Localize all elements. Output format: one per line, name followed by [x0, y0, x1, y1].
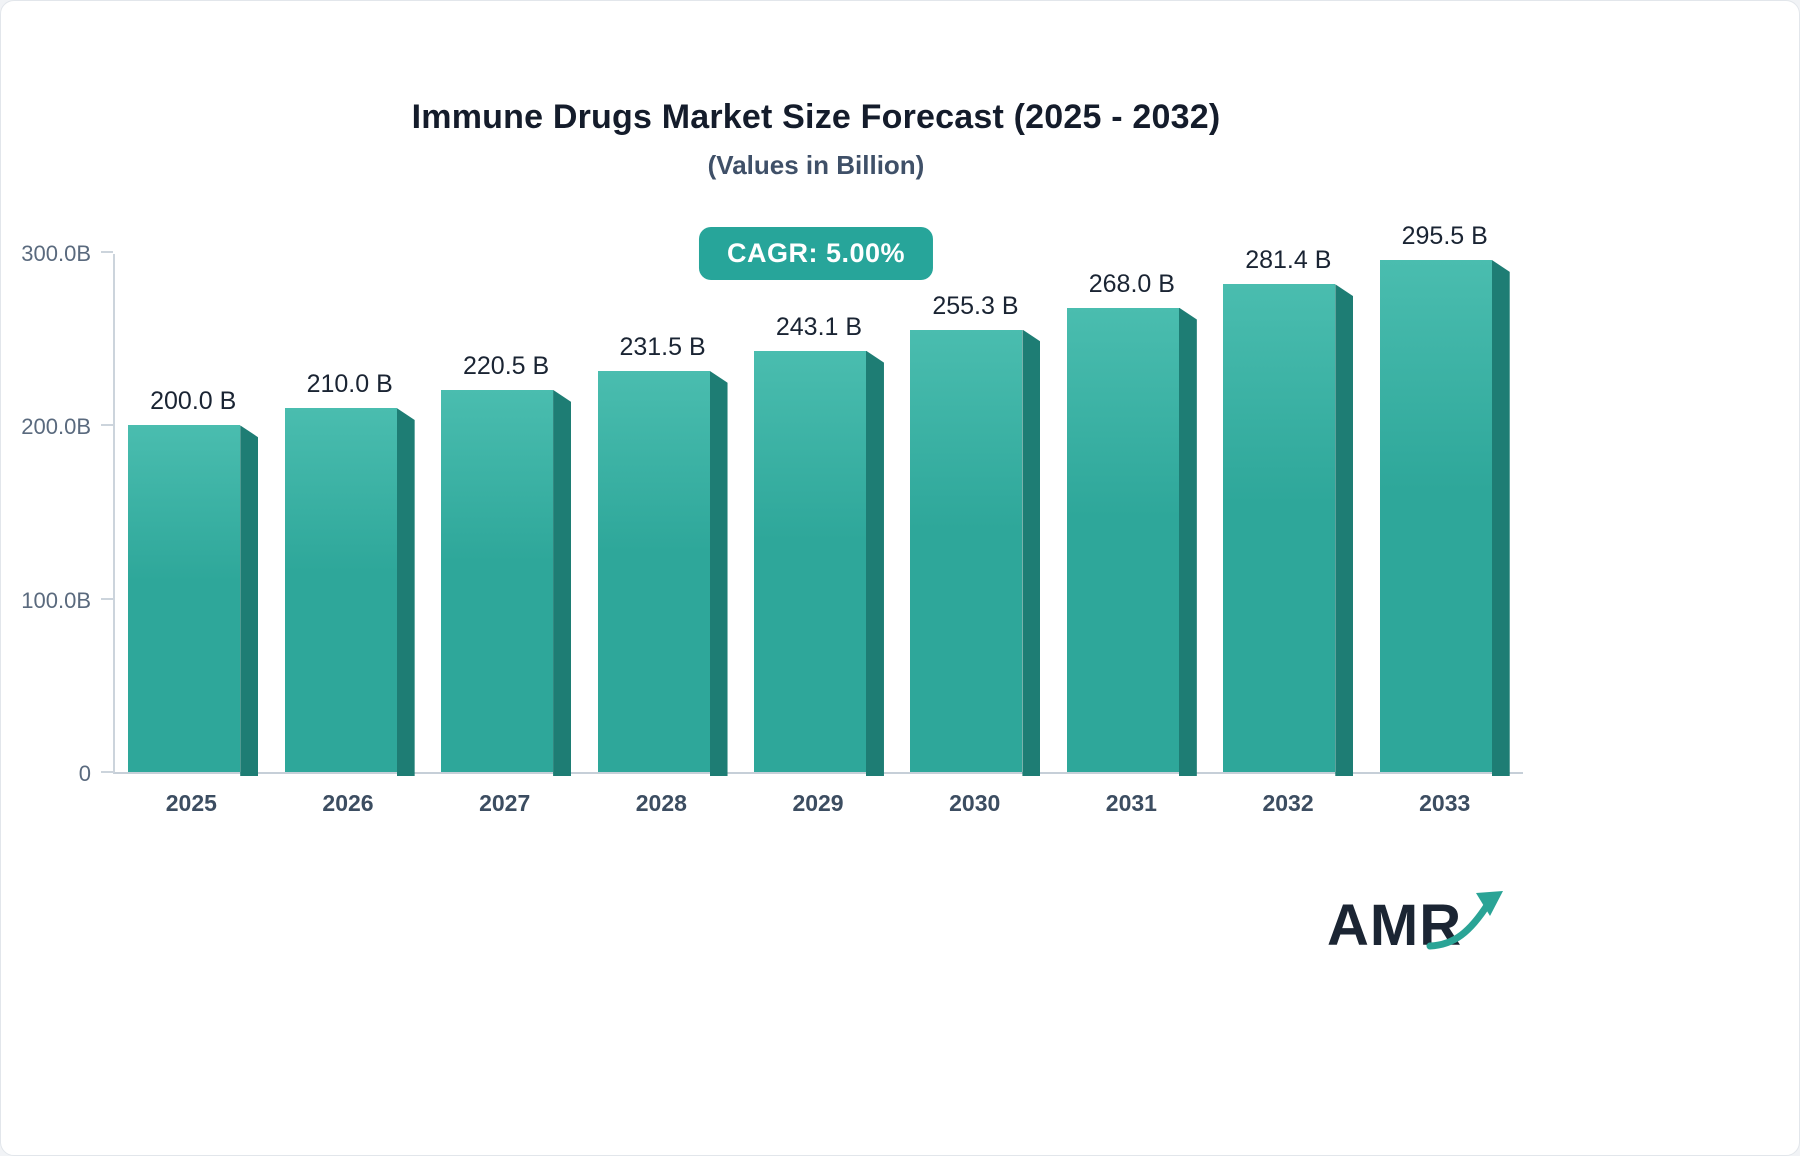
bar[interactable] [910, 329, 1041, 776]
bar-front-face [597, 370, 710, 772]
bar-front-face [753, 350, 866, 772]
bar-side-face [240, 425, 259, 776]
x-axis-label: 2031 [1105, 790, 1157, 816]
bar-value-label: 295.5 B [1401, 221, 1488, 250]
x-axis-label: 2032 [1262, 790, 1314, 816]
bar-group: 268.0 B [1054, 269, 1210, 776]
bar[interactable] [128, 425, 259, 776]
y-axis-tick-label: 300.0B [21, 241, 91, 266]
bar-group: 243.1 B [741, 312, 897, 776]
cagr-badge: CAGR: 5.00% [698, 227, 934, 280]
bar-side-face [1022, 329, 1041, 776]
plot-area: 200.0 B 210.0 B 220.5 B 231.5 B 243.1 B 255.3… [101, 222, 1523, 776]
bar-group: 220.5 B [428, 351, 584, 776]
bar-value-label: 220.5 B [463, 351, 550, 380]
bar[interactable] [597, 370, 728, 776]
x-axis-labels: 2025 2026 2027 2028 2029 2030 2031 2032 2033 [113, 790, 1523, 817]
bar-front-face [284, 408, 397, 772]
bar-side-face [553, 389, 572, 776]
cagr-badge-label: CAGR: 5.00% [726, 238, 906, 268]
bar-group: 281.4 B [1210, 246, 1366, 776]
y-axis-tick-label: 200.0B [21, 414, 91, 440]
amr-logo: AMR [1327, 891, 1506, 958]
y-axis-tick-label: 0 [78, 761, 91, 786]
bar[interactable] [753, 350, 884, 776]
bar-group: 210.0 B [271, 370, 427, 776]
bar-value-label: 243.1 B [775, 312, 863, 341]
bars-row: 200.0 B 210.0 B 220.5 B 231.5 B 243.1 B 255.3… [115, 222, 1523, 776]
x-axis-label: 2030 [949, 790, 1001, 816]
y-axis: 0 100.0B 200.0B 300.0B [1, 241, 113, 786]
bar-group: 231.5 B [584, 332, 740, 776]
bar-side-face [1491, 259, 1510, 776]
y-axis-tick-mark [101, 424, 113, 427]
bar[interactable] [441, 389, 572, 776]
x-axis-label: 2027 [479, 790, 531, 816]
y-axis-tick-label: 100.0B [21, 587, 91, 613]
y-axis-tick-mark [101, 771, 113, 773]
bar-group: 295.5 B [1367, 221, 1523, 776]
chart-subtitle: (Values in Billion) [707, 150, 925, 180]
bar-front-face [1066, 307, 1179, 772]
chart-title: Immune Drugs Market Size Forecast (2025 … [411, 98, 1221, 136]
bar-front-face [910, 329, 1023, 772]
bar-group: 255.3 B [897, 291, 1053, 776]
bar[interactable] [284, 408, 415, 776]
bar-front-face [128, 425, 241, 772]
x-axis-label: 2033 [1419, 790, 1471, 816]
bar-side-face [865, 350, 884, 776]
bar-front-face [1223, 284, 1336, 772]
bar-value-label: 268.0 B [1088, 269, 1175, 298]
bar-side-face [396, 408, 415, 776]
x-axis-label: 2029 [792, 790, 844, 816]
logo-growth-arrow-icon [1426, 891, 1504, 950]
bar-value-label: 231.5 B [619, 332, 706, 361]
bar-front-face [1379, 259, 1492, 772]
bar-value-label: 255.3 B [932, 291, 1019, 320]
x-axis-label: 2028 [635, 790, 687, 816]
bar[interactable] [1379, 259, 1510, 776]
bar-value-label: 200.0 B [150, 387, 237, 416]
x-axis-label: 2025 [165, 790, 217, 816]
bar[interactable] [1066, 307, 1197, 776]
bar-side-face [1335, 284, 1354, 776]
bar[interactable] [1223, 284, 1354, 776]
x-axis-label: 2026 [322, 790, 374, 816]
bar-group: 200.0 B [115, 387, 271, 776]
bar-value-label: 210.0 B [306, 370, 393, 398]
bar-side-face [1178, 307, 1197, 776]
bar-side-face [709, 370, 728, 776]
bar-front-face [441, 389, 554, 772]
y-axis-tick-mark [101, 597, 113, 600]
bar-value-label: 281.4 B [1245, 246, 1332, 275]
y-axis-tick-mark [101, 251, 113, 253]
